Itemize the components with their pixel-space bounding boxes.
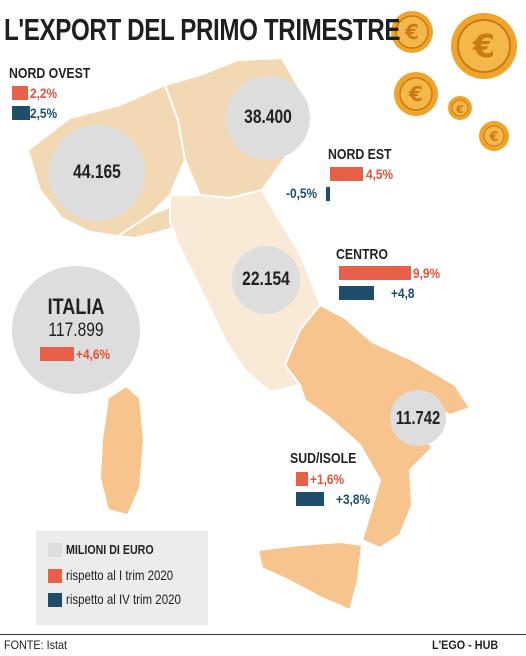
legend: MILIONI DI EURO rispetto al I trim 2020 … bbox=[36, 531, 208, 625]
legend-unit-label: MILIONI DI EURO bbox=[66, 542, 154, 557]
value-nord-est-vs-q1: 4,5% bbox=[366, 166, 394, 182]
region-sicilia bbox=[256, 540, 364, 612]
value-nord-ovest-vs-q4: 2,5% bbox=[30, 105, 58, 121]
svg-text:€: € bbox=[455, 103, 464, 116]
italia-label: ITALIA bbox=[47, 294, 105, 319]
value-centro-vs-q4: +4,8 bbox=[391, 285, 415, 301]
bubble-value-sud-isole: 11.742 bbox=[395, 408, 441, 428]
bar-centro-vs-q4 bbox=[339, 286, 375, 300]
region-sud bbox=[283, 303, 472, 550]
legend-label-q4: rispetto al IV trim 2020 bbox=[66, 591, 181, 607]
svg-text:€: € bbox=[404, 20, 419, 44]
bar-nord-ovest-vs-q4 bbox=[12, 106, 31, 120]
value-sud-isole-vs-q1: +1,6% bbox=[310, 471, 345, 487]
value-nord-est-vs-q4: -0,5% bbox=[286, 185, 318, 201]
svg-text:€: € bbox=[472, 27, 495, 65]
bubble-nord-ovest bbox=[49, 125, 145, 221]
italia-value: 117.899 bbox=[48, 320, 104, 341]
brand-logo: L'EGO - HUB bbox=[432, 638, 499, 652]
euro-coin-icon: € bbox=[451, 13, 517, 79]
legend-label-q1: rispetto al I trim 2020 bbox=[66, 567, 174, 583]
bar-italia-vs-q1 bbox=[40, 347, 74, 361]
bar-sud-isole-vs-q4 bbox=[296, 492, 324, 506]
svg-text:€: € bbox=[488, 130, 498, 145]
legend-swatch-q1 bbox=[48, 569, 62, 583]
bubble-value-nord-ovest: 44.165 bbox=[73, 162, 121, 183]
value-nord-ovest-vs-q1: 2,2% bbox=[30, 85, 58, 101]
value-centro-vs-q1: 9,9% bbox=[413, 265, 441, 281]
region-sardegna bbox=[98, 384, 146, 517]
footer-divider bbox=[0, 634, 526, 635]
source-note: FONTE: Istat bbox=[4, 638, 68, 652]
bubble-centro bbox=[232, 246, 300, 314]
euro-coin-icon: € bbox=[448, 96, 472, 120]
bubble-italia bbox=[12, 266, 140, 394]
bubble-value-centro: 22.154 bbox=[242, 269, 290, 290]
region-label-nord-ovest: NORD OVEST bbox=[9, 65, 91, 82]
bar-sud-isole-vs-q1 bbox=[296, 472, 308, 486]
euro-coin-icon: € bbox=[394, 72, 438, 116]
region-label-centro: CENTRO bbox=[336, 246, 388, 263]
bar-nord-est-vs-q4 bbox=[326, 187, 330, 201]
bar-nord-ovest-vs-q1 bbox=[12, 86, 29, 100]
bubble-nord-est bbox=[226, 76, 310, 160]
legend-swatch-unit bbox=[48, 543, 62, 557]
page-title: L'EXPORT DEL PRIMO TRIMESTRE bbox=[4, 12, 401, 47]
value-sud-isole-vs-q4: +3,8% bbox=[336, 491, 371, 507]
value-italia-vs-q1: +4,6% bbox=[76, 346, 111, 362]
bubble-sud-isole bbox=[390, 390, 446, 446]
bar-centro-vs-q1 bbox=[339, 266, 412, 280]
region-label-sud-isole: SUD/ISOLE bbox=[290, 450, 357, 467]
euro-coin-icon: € bbox=[391, 11, 433, 53]
legend-swatch-q4 bbox=[48, 593, 62, 607]
euro-coin-icon: € bbox=[479, 121, 509, 151]
svg-text:€: € bbox=[408, 82, 423, 106]
bar-nord-est-vs-q1 bbox=[330, 167, 363, 181]
region-label-nord-est: NORD EST bbox=[328, 146, 392, 163]
bubble-value-nord-est: 38.400 bbox=[244, 107, 292, 128]
